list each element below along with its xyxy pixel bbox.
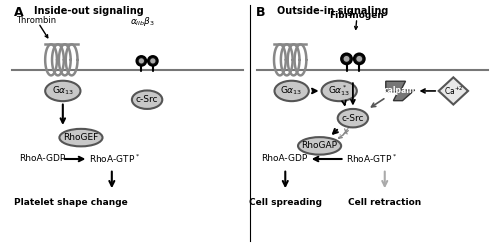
Text: ✗: ✗	[340, 127, 350, 137]
Text: A: A	[14, 6, 24, 19]
Ellipse shape	[354, 54, 364, 64]
Ellipse shape	[150, 58, 156, 63]
Text: Inside-out signaling: Inside-out signaling	[34, 6, 144, 16]
Ellipse shape	[338, 109, 368, 127]
Text: $\alpha_{IIb}\beta_3$: $\alpha_{IIb}\beta_3$	[130, 15, 155, 28]
Ellipse shape	[45, 81, 80, 101]
Text: G$\alpha_{13}$: G$\alpha_{13}$	[52, 85, 74, 97]
Text: Outside-in signaling: Outside-in signaling	[277, 6, 388, 16]
Ellipse shape	[274, 81, 309, 101]
Text: Cell retraction: Cell retraction	[348, 198, 422, 207]
Text: RhoGEF: RhoGEF	[64, 133, 98, 142]
Ellipse shape	[322, 81, 357, 101]
Text: Fibrinogen: Fibrinogen	[330, 11, 384, 20]
Polygon shape	[438, 77, 468, 105]
Text: RhoA-GTP$^*$: RhoA-GTP$^*$	[90, 153, 140, 165]
Text: Ca$^{+2}$: Ca$^{+2}$	[444, 85, 463, 97]
Text: Cell spreading: Cell spreading	[249, 198, 322, 207]
Ellipse shape	[341, 54, 352, 64]
Text: B: B	[256, 6, 266, 19]
Ellipse shape	[136, 56, 146, 66]
Text: RhoA-GTP$^*$: RhoA-GTP$^*$	[346, 153, 397, 165]
Text: G$\alpha_{13}$: G$\alpha_{13}$	[280, 85, 303, 97]
Ellipse shape	[344, 56, 349, 62]
Ellipse shape	[356, 56, 362, 62]
Text: RhoA-GDP: RhoA-GDP	[18, 155, 65, 163]
Text: Thrombin: Thrombin	[16, 16, 56, 25]
Text: calpain: calpain	[384, 87, 415, 95]
Text: RhoGAP: RhoGAP	[302, 141, 338, 150]
Ellipse shape	[138, 58, 144, 63]
Text: RhoA-GDP: RhoA-GDP	[261, 155, 307, 163]
Ellipse shape	[132, 91, 162, 109]
Ellipse shape	[298, 137, 341, 155]
Ellipse shape	[148, 56, 158, 66]
Polygon shape	[386, 81, 414, 101]
Text: c-Src: c-Src	[136, 95, 158, 104]
Ellipse shape	[60, 129, 102, 146]
Text: c-Src: c-Src	[342, 114, 364, 123]
Text: Platelet shape change: Platelet shape change	[14, 198, 128, 207]
Text: G$\alpha_{13}^*$: G$\alpha_{13}^*$	[328, 84, 350, 98]
